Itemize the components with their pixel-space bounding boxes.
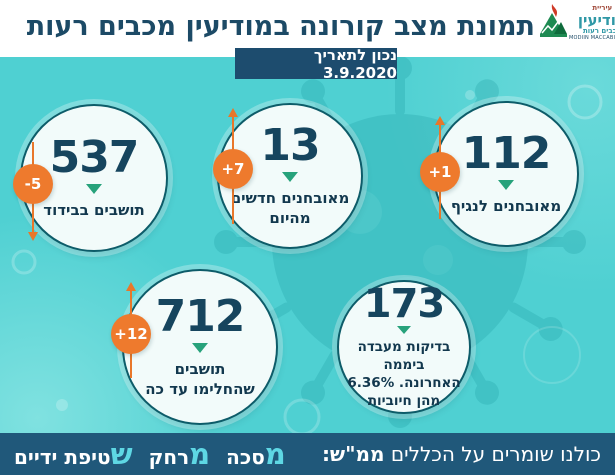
stat-label-line: מהן חיוביות — [367, 393, 441, 410]
footer-word-handwash: שטיפת ידיים — [14, 437, 133, 471]
trend-triangle-icon — [86, 183, 102, 194]
stat-label-line: מהיום — [269, 208, 311, 227]
stat-label-line: האחרונה. 6.36% — [347, 375, 461, 391]
footer-lead: כולנו שומרים על הכללים ממ"ש: — [322, 442, 601, 466]
stat-value: 537 — [49, 131, 140, 183]
stat-label-line: תושבים בבידוד — [43, 200, 145, 219]
stat-label: תושבים שהחלימו עד כה — [145, 360, 255, 399]
logo-city-suffix: מכבים רעות — [582, 27, 615, 36]
stat-label: מאובחנים חדשים מהיום — [231, 189, 350, 228]
stat-label-line: מאובחנים חדשים — [230, 189, 350, 207]
footer-word-initial: מ — [264, 437, 286, 471]
footer-word-rest: רחק — [148, 445, 190, 469]
delta-badge-new-today: +7 — [213, 149, 253, 189]
footer-lead-text: כולנו שומרים על הכללים — [390, 442, 601, 466]
logo-municipality-word: עיריית — [592, 4, 613, 13]
stat-label-line: מאובחנים לנגיף — [450, 196, 562, 215]
footer-word-rest: טיפת ידיים — [14, 445, 111, 469]
footer-bar: כולנו שומרים על הכללים ממ"ש: מסכה מרחק ש… — [0, 433, 615, 475]
stat-circle-isolation: 537 תושבים בבידוד — [20, 104, 168, 252]
logo-city-name: מודיעין — [577, 10, 615, 29]
trend-triangle-icon — [192, 343, 208, 353]
stat-label-line: תושבים — [174, 360, 226, 378]
page-title: תמונת מצב קורונה במודיעין מכבים רעות — [26, 11, 535, 42]
footer-word-distance: מרחק — [149, 437, 211, 471]
footer-word-initial: מ — [189, 437, 211, 471]
footer-word-rest: סכה — [226, 445, 265, 469]
stat-value: 712 — [155, 291, 246, 342]
stat-value: 13 — [260, 120, 320, 171]
footer-word-mask: מסכה — [226, 437, 286, 471]
footer-word-initial: ש — [110, 437, 133, 471]
stat-circle-lab-tests: 173 בדיקות מעבדה ביממה האחרונה. 6.36% מה… — [337, 280, 471, 414]
municipality-logo: עיריית מודיעין מכבים רעות MODIIN MACCABI… — [539, 3, 615, 43]
trend-triangle-icon — [498, 179, 514, 190]
delta-badge-isolation: -5 — [13, 164, 53, 204]
delta-badge-active-cases: +1 — [420, 152, 460, 192]
date-badge: נכון לתאריך 3.9.2020 — [235, 46, 397, 82]
trend-triangle-icon — [282, 172, 298, 182]
main-canvas: 537 תושבים בבידוד 13 מאובחנים חדשים מהיו… — [0, 57, 615, 433]
stat-label-line: בדיקות מעבדה ביממה — [357, 338, 451, 373]
logo-english-name: MODIIN MACCABIM REUT — [569, 34, 615, 41]
footer-acronym: ממ"ש: — [321, 442, 385, 466]
header: תמונת מצב קורונה במודיעין מכבים רעות עיר… — [0, 0, 615, 57]
stat-value: 112 — [461, 127, 552, 179]
footer-words: מסכה מרחק שטיפת ידיים — [14, 437, 286, 471]
stat-label: מאובחנים לנגיף — [451, 197, 561, 217]
stat-label: בדיקות מעבדה ביממה האחרונה. 6.36% מהן חי… — [339, 338, 469, 411]
logo-graphic-icon — [539, 3, 567, 43]
stat-value: 173 — [363, 280, 445, 327]
stat-label: תושבים בבידוד — [43, 201, 145, 221]
trend-triangle-icon — [397, 325, 411, 334]
stat-label-line: שהחלימו עד כה — [145, 379, 255, 398]
logo-text: עיריית מודיעין מכבים רעות MODIIN MACCABI… — [569, 4, 615, 41]
delta-badge-recovered: +12 — [111, 314, 151, 354]
